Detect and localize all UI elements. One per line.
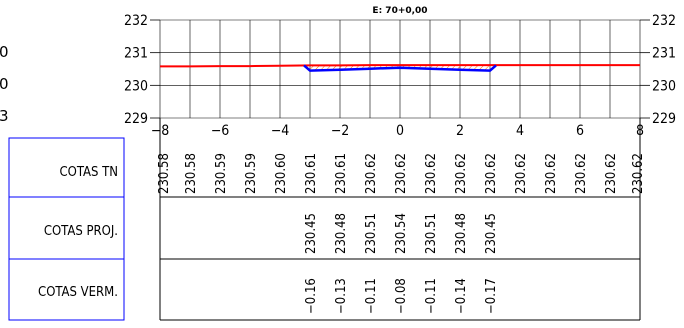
cotas-verm-value: −0.13 xyxy=(334,278,349,314)
terrain-line xyxy=(160,64,640,68)
cotas-tn-value: 230.61 xyxy=(334,153,349,194)
cotas-proj-value: 230.48 xyxy=(334,213,349,254)
cotas-verm-value: −0.14 xyxy=(454,278,469,314)
y-tick-label: 229 xyxy=(124,111,148,127)
x-tick-label: 4 xyxy=(516,123,524,139)
cotas-tn-value: 230.62 xyxy=(424,153,439,194)
x-tick-label: 0 xyxy=(396,123,404,139)
cotas-tn-value: 230.62 xyxy=(574,153,589,194)
cotas-proj-value: 230.51 xyxy=(364,213,379,254)
cotas-proj-value: 230.51 xyxy=(424,213,439,254)
cotas-proj-value: 230.45 xyxy=(304,213,319,254)
x-tick-label: 6 xyxy=(576,123,584,139)
row-labels: COTAS TN COTAS PROJ. COTAS VERM. xyxy=(8,137,125,321)
cotas-tn-value: 230.62 xyxy=(394,153,409,194)
cotas-tn-value: 230.62 xyxy=(484,153,499,194)
left-partial-label: 0 xyxy=(0,43,9,61)
cotas-tn-value: 230.61 xyxy=(304,153,319,194)
cotas-tn-value: 230.62 xyxy=(454,153,469,194)
cotas-tn-value: 230.59 xyxy=(244,153,259,194)
left-partial-label: 0 xyxy=(0,75,9,93)
cotas-tn-value: 230.59 xyxy=(214,153,229,194)
cotas-verm-value: −0.11 xyxy=(424,278,439,314)
cotas-tn-value: 230.58 xyxy=(157,153,172,194)
y-tick-label: 232 xyxy=(652,13,676,29)
x-tick-label: 2 xyxy=(456,123,464,139)
row-label-cotas-verm: COTAS VERM. xyxy=(38,285,118,300)
cotas-proj-value: 230.45 xyxy=(484,213,499,254)
cotas-verm-value: −0.17 xyxy=(484,278,499,314)
y-tick-label: 229 xyxy=(652,111,676,127)
y-tick-label: 230 xyxy=(124,78,148,94)
cotas-verm-value: −0.11 xyxy=(364,278,379,314)
row-label-cotas-tn: COTAS TN xyxy=(59,165,118,180)
data-table xyxy=(159,118,641,321)
plot-area xyxy=(160,64,640,72)
y-tick-label: 231 xyxy=(652,46,676,62)
x-tick-label: −6 xyxy=(211,123,230,139)
row-label-cotas-proj: COTAS PROJ. xyxy=(44,224,118,239)
cotas-tn-value: 230.62 xyxy=(514,153,529,194)
y-tick-label: 230 xyxy=(652,78,676,94)
cotas-tn-value: 230.62 xyxy=(631,153,646,194)
cotas-tn-value: 230.62 xyxy=(544,153,559,194)
cotas-verm-value: −0.16 xyxy=(304,278,319,314)
table-values: 230.58 230.58 230.59 230.59 230.60 230.61 230.… xyxy=(157,153,646,314)
y-tick-label: 231 xyxy=(124,46,148,62)
cotas-tn-value: 230.58 xyxy=(184,153,199,194)
row-label-box-verm xyxy=(8,258,125,321)
x-tick-label: −2 xyxy=(331,123,350,139)
x-tick-label: −4 xyxy=(271,123,290,139)
cotas-tn-value: 230.62 xyxy=(364,153,379,194)
cotas-verm-value: −0.08 xyxy=(394,278,409,314)
y-tick-label: 232 xyxy=(124,13,148,29)
cotas-tn-value: 230.60 xyxy=(274,153,289,194)
cotas-tn-value: 230.62 xyxy=(604,153,619,194)
left-partial-label: 3 xyxy=(0,107,9,125)
project-line xyxy=(303,64,497,72)
grid xyxy=(159,19,641,119)
section-title: E: 70+0,00 xyxy=(372,6,427,16)
cotas-proj-value: 230.54 xyxy=(394,213,409,254)
cotas-proj-value: 230.48 xyxy=(454,213,469,254)
